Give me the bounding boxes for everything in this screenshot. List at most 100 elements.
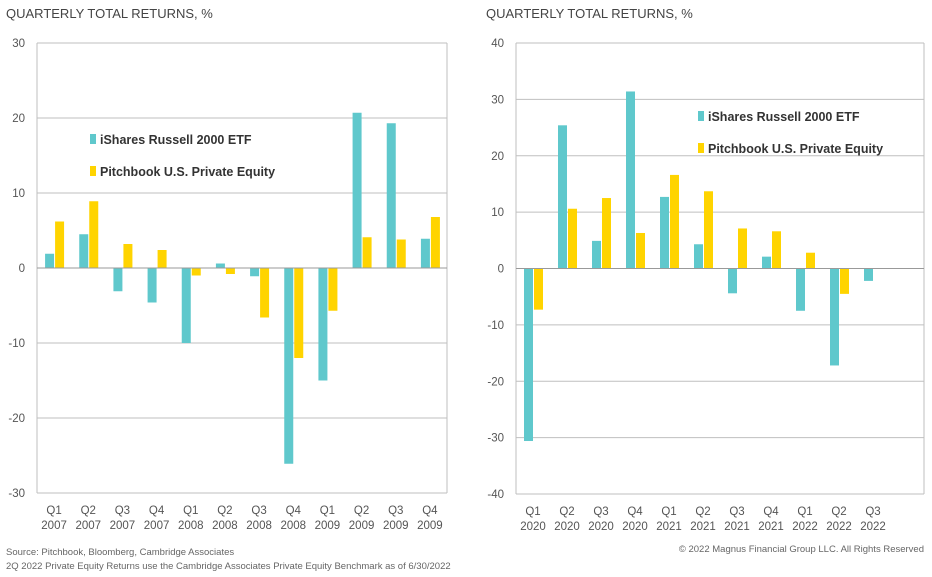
x-tick-label: Q1 xyxy=(797,506,812,518)
bar-etf xyxy=(592,240,601,269)
x-tick-label: Q3 xyxy=(115,505,130,517)
x-tick-label: Q3 xyxy=(251,505,266,517)
y-tick-label: -20 xyxy=(487,376,504,388)
x-tick-year: 2021 xyxy=(690,521,716,533)
y-tick-label: 20 xyxy=(12,113,25,125)
bar-private-equity xyxy=(328,268,338,311)
bar-etf xyxy=(420,238,430,268)
x-tick-year: 2009 xyxy=(417,520,443,532)
x-tick-year: 2009 xyxy=(383,520,409,532)
x-tick-label: Q1 xyxy=(183,505,198,517)
y-tick-label: -30 xyxy=(487,433,504,445)
bar-private-equity xyxy=(772,231,781,269)
bar-private-equity xyxy=(738,228,747,269)
bar-private-equity xyxy=(534,268,543,310)
source-note: Source: Pitchbook, Bloomberg, Cambridge … xyxy=(6,547,235,558)
bar-private-equity xyxy=(636,232,645,269)
bar-private-equity xyxy=(225,268,235,274)
bar-private-equity xyxy=(294,268,304,358)
x-tick-label: Q2 xyxy=(695,506,710,518)
bar-private-equity xyxy=(704,191,713,269)
y-tick-label: 40 xyxy=(491,38,504,50)
bar-etf xyxy=(147,268,157,303)
x-tick-label: Q3 xyxy=(729,506,744,518)
x-tick-label: Q1 xyxy=(320,505,335,517)
x-tick-label: Q1 xyxy=(661,506,676,518)
bar-etf xyxy=(250,268,260,277)
x-tick-year: 2022 xyxy=(792,521,818,533)
x-tick-year: 2020 xyxy=(622,521,648,533)
left-chart-title: QUARTERLY TOTAL RETURNS, % xyxy=(6,6,213,21)
x-tick-year: 2008 xyxy=(280,520,306,532)
bar-etf xyxy=(694,244,703,269)
x-tick-year: 2020 xyxy=(520,521,546,533)
y-tick-label: 20 xyxy=(491,151,504,163)
benchmark-note: 2Q 2022 Private Equity Returns use the C… xyxy=(6,561,451,572)
y-tick-label: 30 xyxy=(491,94,504,106)
x-tick-year: 2021 xyxy=(724,521,750,533)
bar-etf xyxy=(626,91,635,269)
bar-etf xyxy=(762,256,771,269)
x-tick-label: Q1 xyxy=(46,505,61,517)
bar-etf xyxy=(45,253,55,268)
bar-private-equity xyxy=(260,268,270,318)
x-tick-year: 2009 xyxy=(349,520,375,532)
bar-etf xyxy=(284,268,294,464)
bar-etf xyxy=(318,268,328,381)
x-tick-label: Q3 xyxy=(388,505,403,517)
x-tick-year: 2021 xyxy=(758,521,784,533)
x-tick-label: Q4 xyxy=(627,506,643,518)
legend-swatch xyxy=(90,134,96,144)
x-tick-year: 2022 xyxy=(860,521,886,533)
bar-private-equity xyxy=(362,237,372,268)
x-tick-year: 2007 xyxy=(144,520,170,532)
y-tick-label: 10 xyxy=(491,207,504,219)
x-tick-year: 2008 xyxy=(178,520,204,532)
legend-label: iShares Russell 2000 ETF xyxy=(100,133,252,147)
bar-private-equity xyxy=(157,250,167,268)
bar-private-equity xyxy=(840,268,849,294)
x-tick-label: Q4 xyxy=(286,505,302,517)
bar-etf xyxy=(660,196,669,269)
x-tick-label: Q2 xyxy=(831,506,846,518)
bar-private-equity xyxy=(89,201,99,268)
bar-etf xyxy=(352,112,362,268)
bar-etf xyxy=(796,268,805,311)
bar-etf xyxy=(386,123,396,268)
y-tick-label: 10 xyxy=(12,188,25,200)
y-tick-label: -40 xyxy=(487,489,504,501)
bar-etf xyxy=(830,268,839,366)
bar-etf xyxy=(113,268,123,292)
x-tick-label: Q2 xyxy=(559,506,574,518)
legend-label: iShares Russell 2000 ETF xyxy=(708,110,860,124)
y-tick-label: -20 xyxy=(8,413,25,425)
bar-private-equity xyxy=(806,252,815,269)
bar-private-equity xyxy=(670,174,679,269)
x-tick-year: 2022 xyxy=(826,521,852,533)
bar-etf xyxy=(728,268,737,294)
y-tick-label: 0 xyxy=(19,263,25,275)
bar-etf xyxy=(181,268,191,343)
x-tick-year: 2008 xyxy=(246,520,272,532)
x-tick-label: Q3 xyxy=(593,506,608,518)
bar-etf xyxy=(79,234,89,268)
y-tick-label: -10 xyxy=(8,338,25,350)
x-tick-year: 2007 xyxy=(110,520,136,532)
bar-etf xyxy=(558,125,567,269)
legend-label: Pitchbook U.S. Private Equity xyxy=(708,142,883,156)
bar-private-equity xyxy=(568,208,577,269)
y-tick-label: 0 xyxy=(498,264,504,276)
bar-private-equity xyxy=(430,217,440,268)
x-tick-label: Q4 xyxy=(149,505,165,517)
copyright: © 2022 Magnus Financial Group LLC. All R… xyxy=(678,544,924,555)
legend-swatch xyxy=(90,166,96,176)
legend-swatch xyxy=(698,111,704,121)
legend-label: Pitchbook U.S. Private Equity xyxy=(100,165,275,179)
y-tick-label: 30 xyxy=(12,38,25,50)
bar-etf xyxy=(524,268,533,442)
bar-private-equity xyxy=(396,239,406,268)
x-tick-year: 2009 xyxy=(315,520,341,532)
legend-swatch xyxy=(698,143,704,153)
x-tick-year: 2008 xyxy=(212,520,238,532)
